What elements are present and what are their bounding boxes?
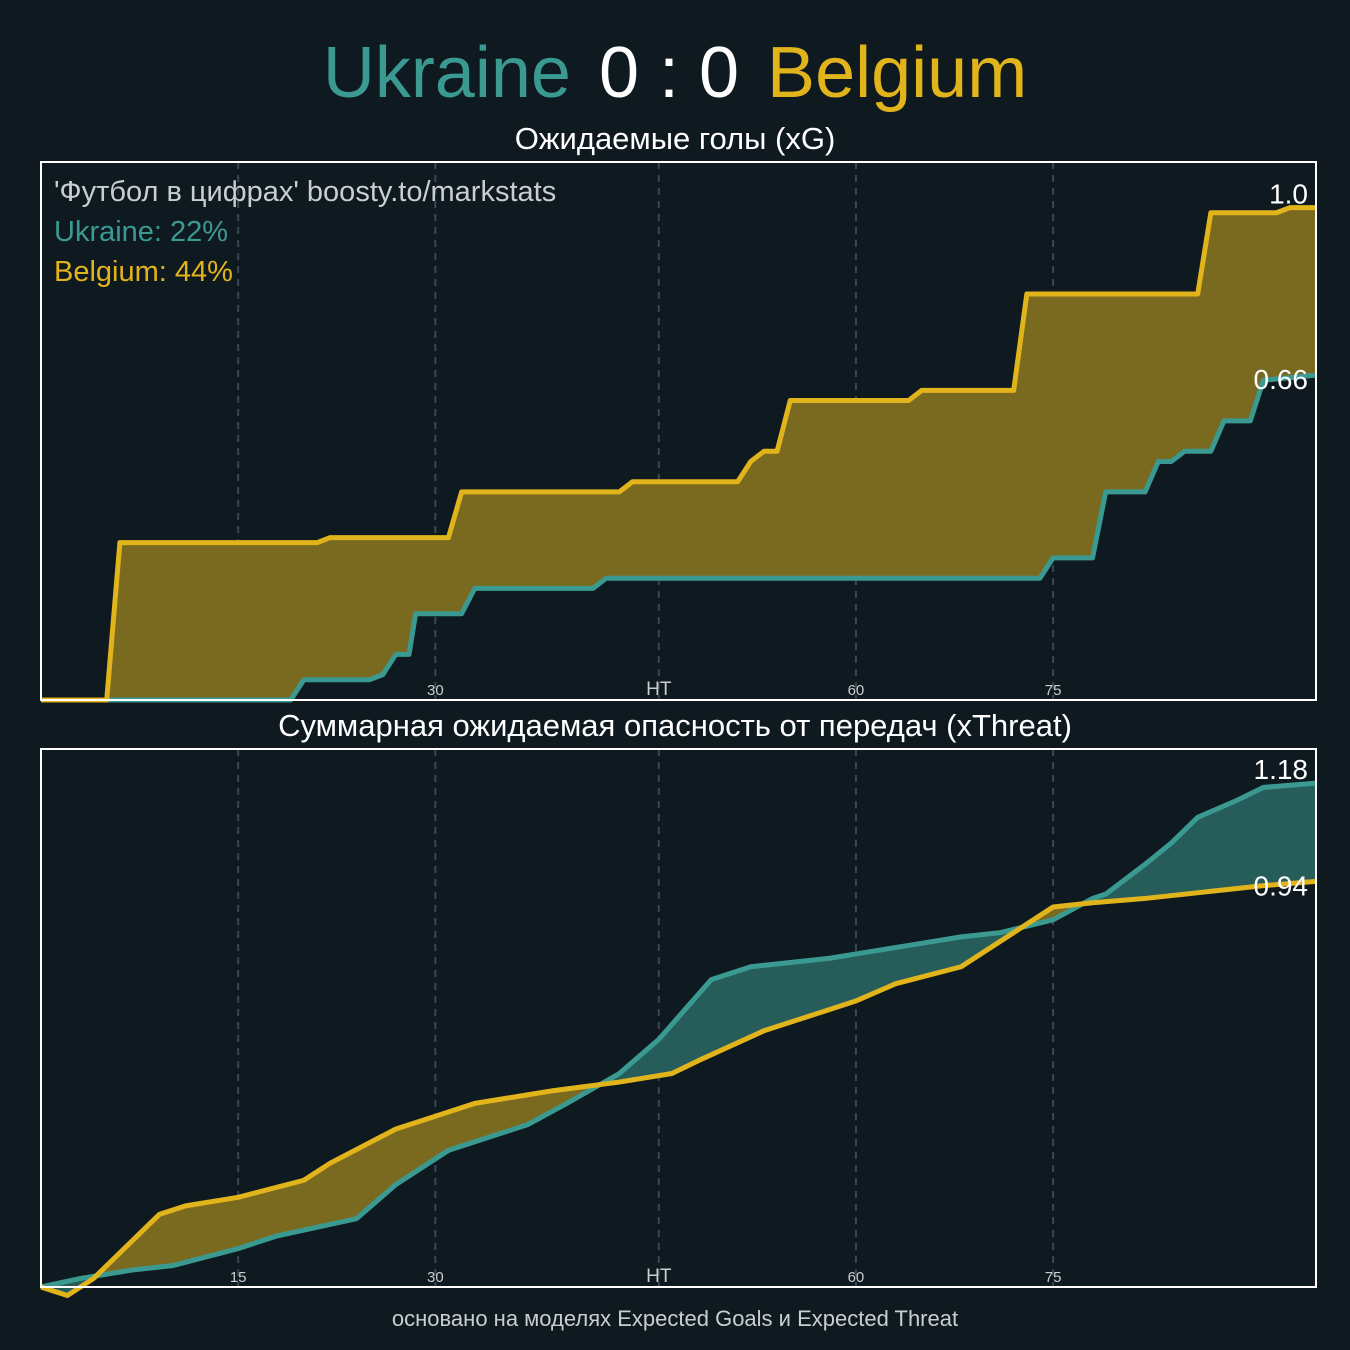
x-tick-label: 75	[1045, 1269, 1062, 1286]
end-value-label: 1.18	[1254, 754, 1309, 785]
xg-info-box: 'Футбол в цифрах' boosty.to/markstats Uk…	[54, 172, 556, 292]
end-value-label: 0.94	[1254, 870, 1309, 901]
xg-panel-title: Ожидаемые голы (xG)	[514, 121, 836, 156]
x-tick-label: 30	[427, 1269, 444, 1286]
x-tick-label: 60	[848, 682, 865, 699]
plot-frame	[40, 748, 1317, 1288]
area-fill-between	[602, 927, 1021, 1085]
xthreat-panel-title: Суммарная ожидаемая опасность от передач…	[278, 708, 1072, 743]
home-series-line	[40, 780, 1317, 1290]
x-tick-label: HT	[646, 1266, 672, 1287]
home-win-probability: Ukraine: 22%	[54, 216, 229, 248]
away-win-probability: Belgium: 44%	[54, 256, 233, 288]
end-value-label: 0.66	[1254, 364, 1309, 395]
away-series-line	[41, 205, 1316, 703]
x-tick-label: 15	[230, 1269, 247, 1286]
x-tick-label: 30	[427, 682, 444, 699]
away-series-line	[40, 878, 1317, 1299]
area-fill-between	[1085, 783, 1316, 904]
credit-text: 'Футбол в цифрах' boosty.to/markstats	[54, 176, 557, 208]
footer-note: основано на моделях Expected Goals и Exp…	[391, 1306, 959, 1331]
match-score: 0 : 0	[598, 33, 740, 113]
match-header: Ukraine 0 : 0 Belgium	[0, 28, 1350, 118]
end-value-label: 1.0	[1269, 179, 1308, 210]
x-tick-label: 60	[848, 1269, 865, 1286]
home-series-line	[41, 372, 1317, 703]
plot-frame	[40, 161, 1317, 701]
home-team-name: Ukraine	[322, 33, 571, 113]
x-tick-label: 75	[1045, 682, 1062, 699]
away-team-name: Belgium	[767, 33, 1028, 113]
area-fill-between	[96, 1084, 600, 1276]
x-tick-label: HT	[646, 679, 672, 700]
